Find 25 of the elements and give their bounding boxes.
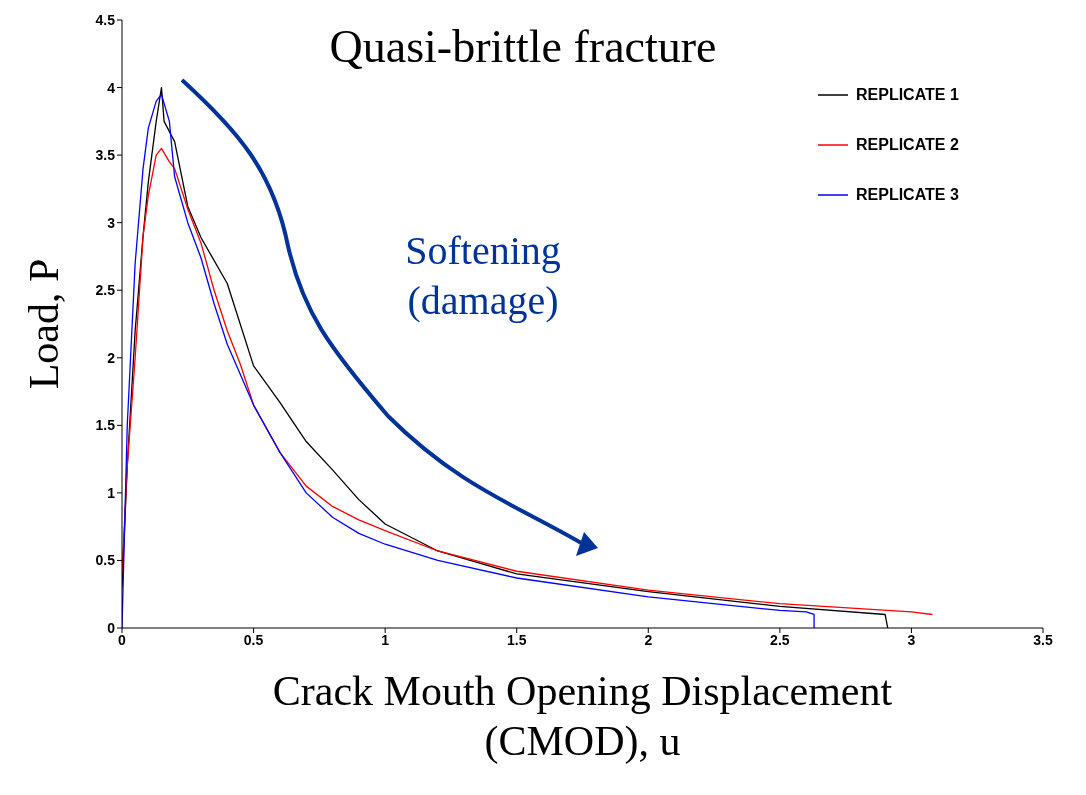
chart-title: Quasi-brittle fracture <box>329 21 717 72</box>
legend-label: REPLICATE 1 <box>856 86 959 104</box>
y-tick-label: 2.5 <box>95 282 116 299</box>
y-tick-label: 4 <box>107 79 116 96</box>
y-tick-label: 3 <box>107 214 116 231</box>
y-tick-label: 1.5 <box>95 417 116 434</box>
x-tick-label: 3.5 <box>1033 631 1053 648</box>
legend-label: REPLICATE 3 <box>856 186 959 204</box>
y-tick-label: 0.5 <box>95 552 116 569</box>
x-tick-label: 1 <box>381 631 390 648</box>
y-tick-label: 2 <box>107 349 116 366</box>
annotation: Softening (damage) <box>405 228 561 323</box>
x-axis-title: Crack Mouth Opening Displacement (CMOD), u <box>272 668 893 764</box>
y-axis-title: Load, P <box>21 258 67 390</box>
x-tick-label: 0.5 <box>243 631 264 648</box>
x-tick-label: 0 <box>118 631 127 648</box>
x-tick-label: 2.5 <box>770 631 790 648</box>
legend-label: REPLICATE 2 <box>856 136 959 154</box>
x-tick-label: 2 <box>644 631 653 648</box>
x-tick-label: 3 <box>907 631 916 648</box>
x-tick-label: 1.5 <box>506 631 527 648</box>
y-tick-label: 4.5 <box>95 11 116 28</box>
y-tick-label: 3.5 <box>95 147 116 164</box>
y-tick-label: 0 <box>107 619 116 636</box>
y-tick-label: 1 <box>107 484 116 501</box>
